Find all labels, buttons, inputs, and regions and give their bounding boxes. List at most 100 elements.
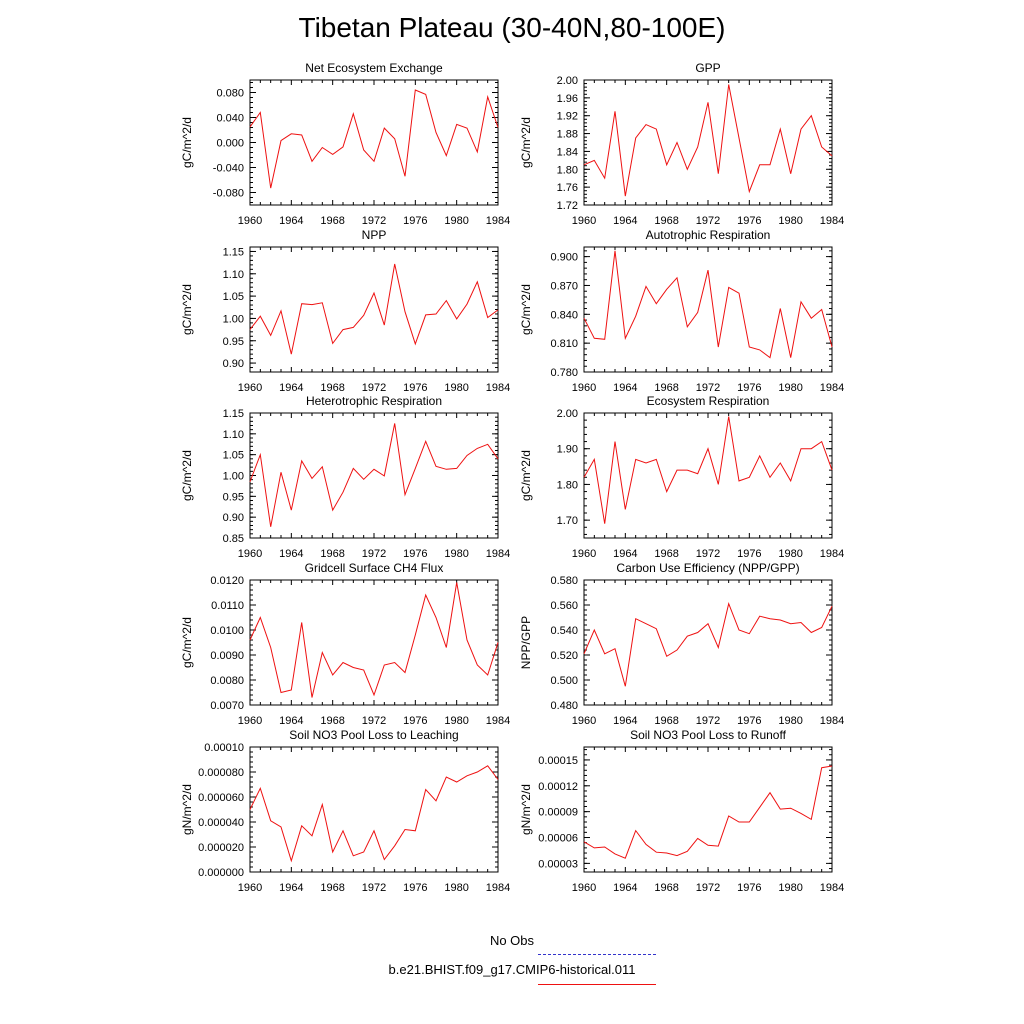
plot-frame <box>249 79 499 206</box>
y-tick-label: 0.810 <box>550 338 578 350</box>
series-line <box>249 582 499 698</box>
chart-panel-7: 0.0070 0.0080 0.0090 0.0100 0.0110 0.0120 1960… <box>180 561 510 727</box>
x-tick-label: 1968 <box>654 548 678 560</box>
x-tick-label: 1968 <box>654 715 678 727</box>
y-tick-label: 0.0090 <box>210 650 244 662</box>
chart-panel-3: 0.90 0.95 1.00 1.05 1.10 1.15 1960 1964 1968 1972… <box>180 228 510 394</box>
y-tick-label: 1.90 <box>557 444 578 456</box>
y-tick-label: 0.900 <box>550 252 578 264</box>
x-tick-label: 1972 <box>696 215 720 227</box>
x-tick-label: 1964 <box>279 548 303 560</box>
x-tick-label: 1976 <box>403 715 427 727</box>
series-line <box>583 416 833 524</box>
x-tick-label: 1972 <box>696 715 720 727</box>
x-tick-label: 1984 <box>486 715 510 727</box>
series-line <box>249 89 499 189</box>
y-tick-label: 2.00 <box>557 75 578 87</box>
y-tick-label: 0.0110 <box>211 600 244 612</box>
x-tick-label: 1972 <box>362 548 386 560</box>
y-tick-label: 0.080 <box>216 88 244 100</box>
y-tick-label: 0.0120 <box>210 575 244 587</box>
x-tick-label: 1964 <box>613 548 637 560</box>
y-tick-label: 1.80 <box>557 164 578 176</box>
x-tick-label: 1980 <box>444 215 468 227</box>
x-tick-label: 1976 <box>403 882 427 894</box>
y-axis-label: gN/m^2/d <box>519 784 533 835</box>
chart-panel-8: 0.480 0.500 0.520 0.540 0.560 0.580 1960 1964 19… <box>519 561 844 727</box>
x-tick-label: 1964 <box>279 715 303 727</box>
y-tick-label: 1.00 <box>223 313 244 325</box>
x-tick-label: 1960 <box>238 715 262 727</box>
x-tick-label: 1960 <box>572 882 596 894</box>
chart-panel-6: 1.70 1.80 1.90 2.00 1960 1964 1968 1972 1976 1980… <box>519 394 844 560</box>
y-tick-label: 0.90 <box>223 358 244 370</box>
y-tick-label: 0.540 <box>550 625 578 637</box>
x-tick-label: 1960 <box>238 882 262 894</box>
x-tick-label: 1964 <box>279 882 303 894</box>
x-tick-label: 1984 <box>486 548 510 560</box>
y-tick-label: 0.00012 <box>538 781 578 793</box>
y-tick-label: 0.90 <box>223 512 244 524</box>
y-tick-label: 1.70 <box>557 515 578 527</box>
y-tick-label: 1.00 <box>223 471 244 483</box>
y-axis-label: gC/m^2/d <box>180 450 194 501</box>
y-axis-label: gC/m^2/d <box>180 117 194 168</box>
y-tick-label: 1.15 <box>223 246 244 258</box>
x-tick-label: 1980 <box>444 382 468 394</box>
y-tick-label: 1.88 <box>557 129 578 141</box>
y-axis-label: gC/m^2/d <box>180 617 194 668</box>
x-tick-label: 1980 <box>778 715 802 727</box>
x-tick-label: 1972 <box>696 382 720 394</box>
series-line <box>583 602 833 687</box>
x-tick-label: 1960 <box>238 382 262 394</box>
y-tick-label: 1.96 <box>557 93 578 105</box>
y-tick-label: 1.80 <box>557 479 578 491</box>
x-tick-label: 1968 <box>320 215 344 227</box>
x-tick-label: 1984 <box>486 882 510 894</box>
panel-title: Gridcell Surface CH4 Flux <box>305 561 444 575</box>
y-axis-label: gC/m^2/d <box>180 284 194 335</box>
y-tick-label: 0.95 <box>223 336 244 348</box>
chart-panel-4: 0.780 0.810 0.840 0.870 0.900 1960 1964 1968 197… <box>519 228 844 394</box>
x-tick-label: 1960 <box>238 215 262 227</box>
x-tick-label: 1960 <box>572 715 596 727</box>
x-tick-label: 1972 <box>696 882 720 894</box>
chart-panel-1: -0.080 -0.040 0.000 0.040 0.080 1960 1964 1968 1… <box>180 61 510 227</box>
legend-entry-obs-label: No Obs <box>489 933 535 948</box>
y-tick-label: 0.85 <box>223 533 244 545</box>
series-line <box>249 423 499 527</box>
panel-title: NPP <box>362 228 387 242</box>
y-tick-label: 1.05 <box>223 450 244 462</box>
plot-frame <box>583 579 833 706</box>
chart-panel-5: 0.85 0.90 0.95 1.00 1.05 1.10 1.15 1960 1964 1968… <box>180 394 510 560</box>
series-line <box>583 765 833 859</box>
chart-panel-9: 0.000000 0.000020 0.000040 0.000060 0.000080… <box>180 728 510 894</box>
x-tick-label: 1968 <box>654 882 678 894</box>
x-tick-label: 1984 <box>820 715 844 727</box>
y-tick-label: 0.0100 <box>210 625 244 637</box>
y-tick-label: 1.72 <box>557 200 578 212</box>
x-tick-label: 1972 <box>362 382 386 394</box>
x-tick-label: 1964 <box>279 382 303 394</box>
plot-frame <box>583 746 833 873</box>
panel-title: Heterotrophic Respiration <box>306 394 442 408</box>
x-tick-label: 1976 <box>737 715 761 727</box>
x-tick-label: 1964 <box>613 715 637 727</box>
x-tick-label: 1980 <box>778 215 802 227</box>
x-tick-label: 1980 <box>778 548 802 560</box>
x-tick-label: 1960 <box>572 215 596 227</box>
x-tick-label: 1980 <box>444 548 468 560</box>
y-tick-label: 1.10 <box>223 429 244 441</box>
x-tick-label: 1968 <box>654 382 678 394</box>
y-tick-label: -0.040 <box>213 163 244 175</box>
x-tick-label: 1964 <box>279 215 303 227</box>
series-line <box>583 84 833 197</box>
series-line <box>249 263 499 355</box>
plot-frame <box>249 246 499 373</box>
x-tick-label: 1972 <box>362 715 386 727</box>
y-tick-label: 0.000080 <box>198 767 244 779</box>
x-tick-label: 1976 <box>737 215 761 227</box>
x-tick-label: 1968 <box>654 215 678 227</box>
